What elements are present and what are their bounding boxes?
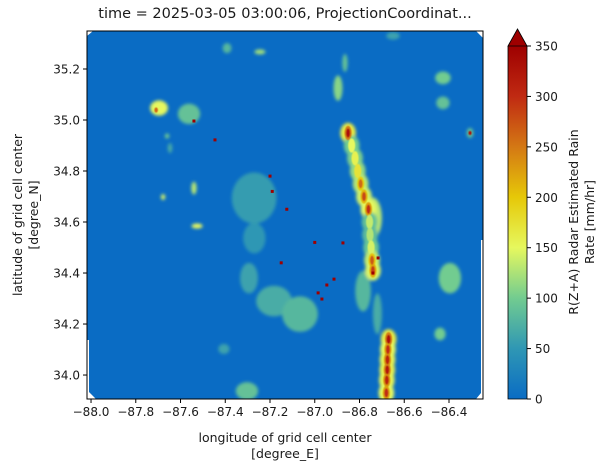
rain-cell [435,71,451,85]
squall-line-core [385,355,390,365]
x-tick-label: −87.4 [207,405,244,419]
squall-line-cell [367,240,375,255]
y-axis: 34.0 34.2 34.4 34.6 34.8 35.0 35.2 [53,62,87,383]
colorbar-tick-label: 150 [535,241,558,255]
rain-cell [154,107,158,113]
x-tick-label: −86.8 [341,405,378,419]
rain-cell [342,53,348,72]
rain-cell [355,270,371,312]
colorbar-label-unit: Rate [mm/hr] [582,180,597,264]
x-tick-label: −87.8 [117,405,154,419]
rain-cell [333,75,343,101]
squall-line-core [385,365,390,375]
hot-pixel [213,138,217,142]
rain-cell [243,222,266,254]
colorbar-tick-label: 50 [535,342,550,356]
rain-cell [386,32,400,40]
hot-pixel [341,241,345,245]
rain-cell [372,293,382,335]
hot-pixel [332,277,336,281]
squall-line-core [361,191,366,202]
squall-line-core [384,375,389,385]
axes-frame [86,30,484,400]
squall-line-cell [366,227,374,242]
y-tick-label: 35.0 [53,114,80,128]
x-axis: −88.0 −87.8 −87.6 −87.4 −87.2 −87.0 −86.8 −86.6… [73,399,468,419]
rain-cell [438,262,462,294]
rain-cell [468,130,472,136]
x-tick-label: −87.6 [162,405,199,419]
rain-cell [150,100,168,116]
hot-pixel [192,119,196,123]
y-tick-label: 34.8 [53,165,80,179]
squall-line-cell [348,138,356,153]
rain-cell [282,296,318,332]
colorbar-frame [507,46,528,400]
colorbar-label: R(Z+A) Radar Estimated Rain [566,129,581,314]
colorbar-tick-label: 200 [535,191,558,205]
rain-cell [177,103,201,125]
hot-pixel [268,174,272,178]
x-tick-label: −87.2 [252,405,289,419]
colorbar-tick-label: 100 [535,292,558,306]
hot-pixel [320,297,324,301]
hot-pixel [313,240,317,244]
y-axis-unit: [degree_N] [26,180,41,249]
rain-cell [167,142,173,154]
rain-cell [164,133,170,139]
y-tick-label: 34.0 [53,369,80,383]
colorbar-tick-label: 350 [535,40,558,54]
x-tick-label: −86.6 [386,405,423,419]
colorbar-tick-label: 0 [535,393,543,407]
squall-line-cell [351,151,359,166]
squall-line-core [358,179,363,189]
colorbar-tick-label: 250 [535,140,558,154]
rain-cell [218,343,230,355]
colorbar-tick-label: 300 [535,90,558,104]
squall-line-core [366,204,371,214]
colorbar-gradient [508,46,527,399]
heatmap-area [87,31,483,399]
x-tick-label: −86.4 [431,405,468,419]
hot-pixel [270,189,274,193]
hot-pixel [376,256,380,260]
rain-cell [235,382,259,399]
squall-line-cell [354,163,362,179]
squall-line-core [346,128,351,138]
hot-pixel [325,283,329,287]
squall-line-core [370,255,375,265]
rain-cell [191,181,197,195]
rain-cell [434,327,446,341]
rain-cell [254,49,266,55]
colorbar: 0 50 100 150 200 250 300 350 R(Z+A) Radar Estim… [507,28,597,407]
hot-pixel [285,207,289,211]
y-tick-label: 34.6 [53,216,80,230]
y-tick-label: 34.2 [53,318,80,332]
hot-pixel [279,261,283,265]
colorbar-extend-arrow [507,28,528,47]
heatmap-background [87,31,483,399]
chart-title: time = 2025-03-05 03:00:06, ProjectionCo… [98,6,471,22]
rain-cell [191,223,203,229]
y-tick-label: 35.2 [53,62,80,76]
hot-pixel [371,271,375,275]
x-axis-label: longitude of grid cell center [198,430,372,445]
squall-line-core [386,334,391,344]
x-axis-unit: [degree_E] [251,446,319,461]
x-tick-label: −88.0 [73,405,110,419]
squall-line-core [385,344,390,355]
x-tick-label: −87.0 [296,405,333,419]
y-tick-label: 34.4 [53,267,80,281]
rain-cell [160,193,166,201]
squall-line-core [384,388,389,398]
rain-cell [222,42,232,54]
y-axis-label: latitude of grid cell center [10,133,25,296]
rain-cell [436,96,450,110]
rain-cell [240,262,258,294]
rain-cell [231,172,277,224]
squall-line-cell [365,214,374,230]
hot-pixel [316,291,320,295]
